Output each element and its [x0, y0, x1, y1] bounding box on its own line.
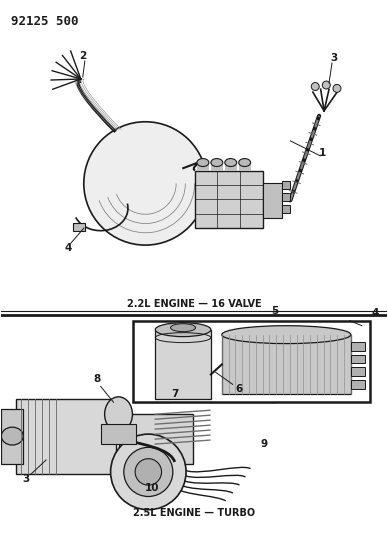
Text: 7: 7 — [171, 389, 179, 399]
Ellipse shape — [2, 427, 23, 445]
Bar — [155, 330, 211, 399]
Bar — [351, 342, 365, 351]
Text: 2.5L ENGINE — TURBO: 2.5L ENGINE — TURBO — [133, 508, 255, 518]
Bar — [195, 171, 263, 228]
Bar — [225, 163, 237, 171]
Bar — [282, 193, 290, 201]
Text: 3: 3 — [330, 53, 338, 63]
Bar — [16, 399, 116, 474]
Bar — [133, 321, 370, 402]
Bar — [351, 381, 365, 389]
Circle shape — [311, 83, 319, 91]
Bar — [197, 163, 209, 171]
Circle shape — [124, 447, 173, 497]
Ellipse shape — [225, 158, 237, 166]
Text: 3: 3 — [23, 474, 30, 484]
Circle shape — [111, 434, 186, 510]
Bar — [222, 335, 351, 394]
Text: 10: 10 — [145, 483, 159, 493]
Bar — [119, 414, 193, 464]
Text: 8: 8 — [93, 374, 100, 384]
Bar — [73, 223, 85, 231]
Text: 1: 1 — [319, 148, 326, 158]
Text: 5: 5 — [272, 306, 279, 316]
Text: 9: 9 — [261, 439, 268, 449]
Bar — [351, 354, 365, 364]
Text: 6: 6 — [235, 384, 242, 394]
Circle shape — [84, 122, 207, 245]
Ellipse shape — [105, 397, 132, 432]
Ellipse shape — [155, 322, 211, 337]
Ellipse shape — [222, 326, 351, 344]
Text: 4: 4 — [371, 308, 378, 318]
Text: 2.2L ENGINE — 16 VALVE: 2.2L ENGINE — 16 VALVE — [127, 300, 261, 309]
Bar — [211, 163, 223, 171]
Bar — [351, 367, 365, 376]
Ellipse shape — [197, 158, 209, 166]
Bar — [239, 163, 251, 171]
Circle shape — [333, 84, 341, 92]
Circle shape — [322, 81, 330, 89]
Bar — [263, 183, 282, 218]
Text: 4: 4 — [64, 243, 72, 253]
Ellipse shape — [211, 158, 223, 166]
Bar — [100, 424, 137, 444]
Text: 92125 500: 92125 500 — [11, 15, 79, 28]
Circle shape — [135, 459, 161, 485]
Bar — [282, 205, 290, 213]
Ellipse shape — [239, 158, 251, 166]
Bar — [2, 409, 23, 464]
Text: 2: 2 — [79, 51, 87, 61]
Ellipse shape — [171, 324, 196, 332]
Bar — [282, 181, 290, 189]
